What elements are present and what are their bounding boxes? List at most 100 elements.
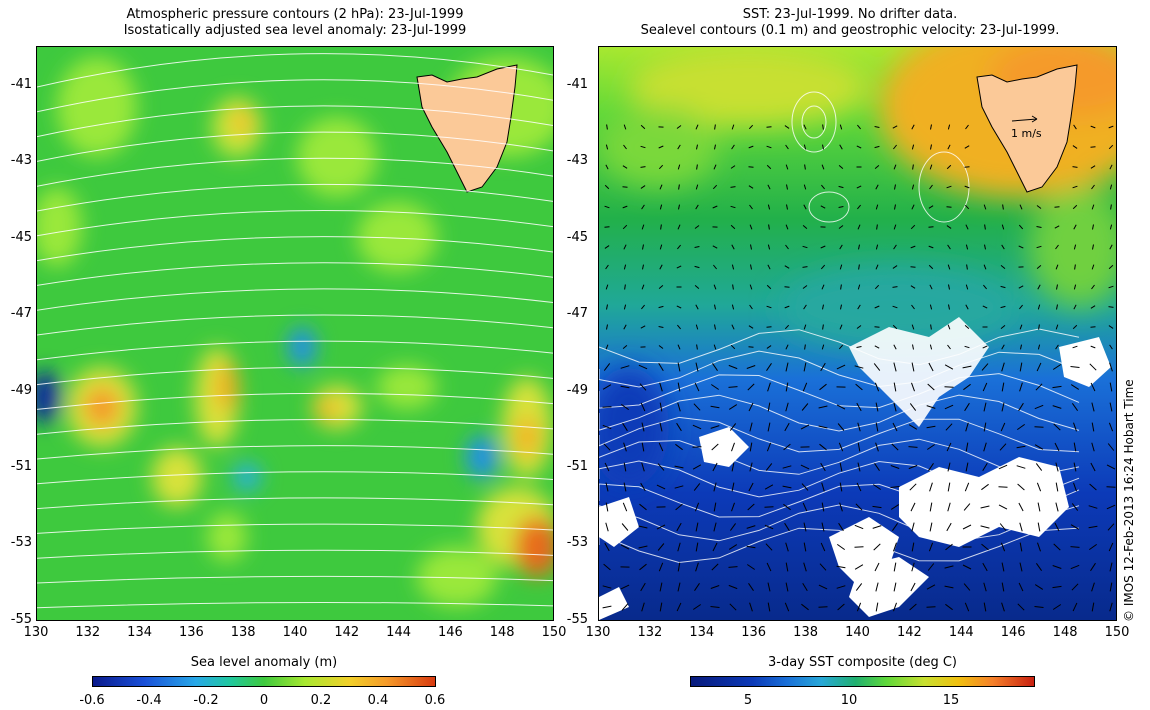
sealevel-contour-eddy: [808, 191, 850, 223]
velocity-arrow: [749, 284, 753, 290]
velocity-arrow: [875, 582, 879, 592]
velocity-arrow: [749, 602, 753, 612]
velocity-arrow: [1109, 224, 1113, 230]
velocity-arrow: [838, 522, 844, 532]
velocity-arrow: [1018, 502, 1024, 512]
velocity-arrow: [839, 482, 843, 492]
velocity-arrow: [1088, 505, 1098, 509]
pressure-contour-line: [37, 131, 553, 162]
velocity-arrow: [1089, 363, 1097, 371]
lat-tick: -43: [566, 153, 588, 169]
velocity-arrow: [623, 124, 627, 130]
velocity-arrow: [728, 566, 738, 568]
velocity-arrow: [804, 164, 806, 170]
velocity-arrow: [803, 144, 807, 150]
velocity-arrow: [731, 264, 735, 270]
velocity-arrow: [836, 364, 846, 370]
velocity-arrow: [838, 225, 844, 229]
velocity-arrow: [713, 264, 717, 270]
velocity-arrow: [785, 164, 789, 170]
velocity-arrow: [893, 344, 897, 350]
velocity-arrow: [822, 124, 824, 130]
velocity-arrow: [1055, 462, 1059, 472]
velocity-arrow: [892, 286, 898, 288]
credit-label: © IMOS 12-Feb-2013 16:24 Hobart Time: [1122, 379, 1136, 622]
velocity-arrow: [658, 562, 664, 572]
velocity-arrow: [928, 205, 934, 209]
velocity-arrow: [911, 204, 915, 210]
velocity-arrow: [732, 284, 734, 290]
velocity-arrow: [641, 304, 645, 310]
velocity-arrow: [1109, 184, 1113, 190]
velocity-arrow: [605, 144, 609, 150]
velocity-arrow: [622, 345, 628, 349]
velocity-arrow: [639, 503, 647, 511]
velocity-arrow: [659, 602, 663, 612]
velocity-arrow: [874, 165, 880, 169]
velocity-arrow: [621, 403, 629, 411]
velocity-arrow: [622, 165, 628, 169]
velocity-arrow: [766, 164, 772, 170]
velocity-arrow: [764, 524, 774, 530]
velocity-arrow: [854, 365, 864, 369]
velocity-arrow: [980, 525, 990, 529]
velocity-arrow: [1019, 522, 1023, 532]
velocity-arrow: [713, 522, 717, 532]
velocity-arrow: [927, 563, 935, 571]
lat-tick: -53: [10, 535, 32, 551]
velocity-arrow: [1088, 525, 1098, 529]
velocity-arrow: [766, 126, 772, 128]
velocity-arrow: [623, 244, 627, 250]
velocity-arrow: [604, 542, 610, 552]
velocity-arrow: [710, 606, 720, 608]
velocity-arrow: [947, 244, 951, 250]
velocity-arrow: [839, 264, 843, 270]
velocity-arrow: [748, 346, 754, 348]
velocity-arrow: [874, 382, 880, 392]
velocity-arrow: [892, 305, 898, 309]
velocity-arrow: [1018, 224, 1024, 230]
velocity-arrow: [838, 165, 844, 169]
velocity-arrow: [1072, 145, 1078, 149]
velocity-arrow: [604, 462, 610, 472]
velocity-arrow: [1055, 324, 1059, 330]
velocity-arrow: [766, 562, 772, 572]
velocity-arrow: [766, 145, 772, 149]
velocity-arrow: [893, 144, 897, 150]
velocity-arrow: [1109, 164, 1113, 170]
sst-colorbar-tick: 15: [942, 693, 960, 708]
velocity-arrow: [821, 284, 825, 290]
velocity-arrow: [1018, 582, 1024, 592]
velocity-arrow: [605, 502, 609, 512]
velocity-arrow: [602, 406, 612, 408]
velocity-arrow: [893, 244, 897, 250]
pressure-contour-line: [37, 53, 553, 88]
velocity-arrow: [890, 486, 900, 488]
velocity-arrow: [947, 124, 951, 130]
velocity-arrow: [999, 523, 1007, 531]
velocity-arrow: [874, 284, 880, 290]
velocity-arrow: [964, 482, 970, 492]
velocity-arrow: [982, 345, 988, 349]
velocity-arrow: [1109, 382, 1113, 392]
lon-tick: 138: [230, 625, 256, 640]
velocity-arrow: [839, 124, 843, 130]
velocity-arrow: [748, 482, 754, 492]
velocity-arrow: [694, 382, 700, 392]
pressure-contour-line: [37, 209, 553, 237]
velocity-arrow: [659, 402, 663, 412]
velocity-arrow: [1036, 226, 1042, 228]
velocity-arrow: [604, 205, 610, 209]
lat-tick: -45: [566, 229, 588, 245]
velocity-arrow: [749, 422, 753, 432]
velocity-arrow: [767, 602, 771, 612]
velocity-arrow: [656, 524, 666, 530]
velocity-arrow: [1108, 264, 1114, 270]
velocity-arrow: [766, 345, 772, 349]
velocity-arrow: [642, 244, 644, 250]
velocity-arrow: [766, 326, 772, 328]
velocity-arrow: [893, 542, 897, 552]
velocity-arrow: [855, 383, 863, 391]
velocity-arrow: [836, 585, 846, 589]
sst-colorbar-tick: 10: [840, 693, 858, 708]
